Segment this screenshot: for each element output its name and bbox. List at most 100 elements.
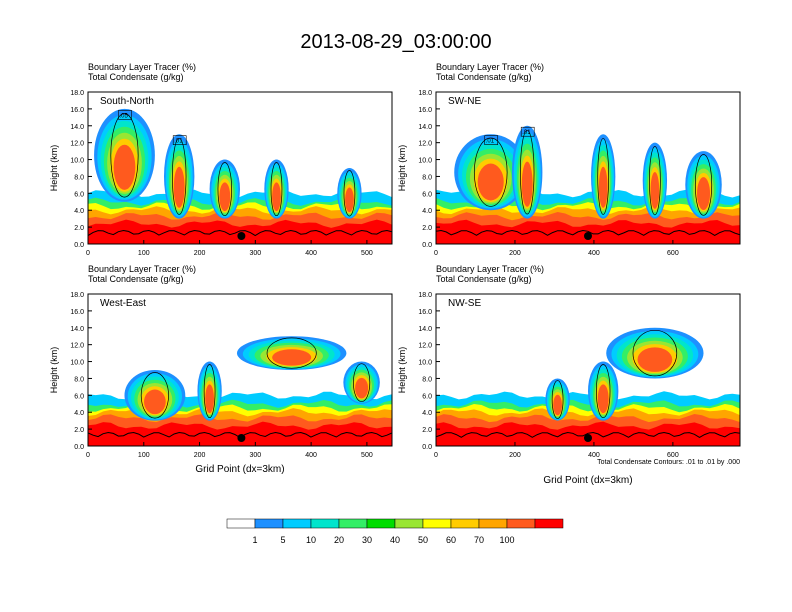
condensate-contour <box>597 138 610 215</box>
y-tick-label: 16.0 <box>418 309 432 316</box>
contour-label: .01 <box>522 130 531 136</box>
x-tick-label: 0 <box>86 250 90 257</box>
tracer-plume <box>697 177 711 210</box>
condensate-contour <box>172 138 187 215</box>
y-tick-label: 12.0 <box>418 141 432 148</box>
tracer-plume <box>272 349 312 366</box>
x-tick-label: 400 <box>305 452 317 459</box>
x-tick-label: 500 <box>361 250 373 257</box>
panel-nw-se: 0.0 2.0 4.0 6.0 8.0 10.0 12.0 14.0 16.0 18.0 0 200 4… <box>397 264 741 486</box>
y-tick-label: 4.0 <box>422 410 432 417</box>
condensate-contour <box>140 372 169 419</box>
tracer-plume <box>113 144 136 190</box>
x-tick-label: 300 <box>249 452 261 459</box>
x-axis-label: Grid Point (dx=3km) <box>195 464 284 475</box>
x-tick-label: 0 <box>434 452 438 459</box>
colorbar-label: 40 <box>390 535 400 545</box>
y-tick-label: 18.0 <box>70 90 84 97</box>
tracer-band <box>88 421 392 446</box>
y-tick-label: 2.0 <box>422 427 432 434</box>
x-tick-label: 200 <box>194 452 206 459</box>
plot-area <box>88 336 392 446</box>
y-tick-label: 12.0 <box>70 343 84 350</box>
y-tick-label: 14.0 <box>70 124 84 131</box>
panel-west-east: 0.0 2.0 4.0 6.0 8.0 10.0 12.0 14.0 16.0 18.0 0 100 2… <box>49 264 393 475</box>
terrain-line <box>88 229 392 237</box>
colorbar-label: 70 <box>474 535 484 545</box>
panel-title-tracer: Boundary Layer Tracer (%) <box>88 264 196 274</box>
tracer-plume <box>598 166 608 208</box>
contour-label-box <box>520 126 535 137</box>
colorbar: 1 5 10 20 30 40 50 60 70 100 <box>226 518 564 545</box>
y-tick-label: 4.0 <box>74 208 84 215</box>
tracer-plume <box>219 182 231 212</box>
panel-title-condensate: Total Condensate (g/kg) <box>436 274 532 284</box>
tracer-plume <box>650 171 660 209</box>
x-tick-label: 400 <box>305 250 317 257</box>
tracer-band <box>436 219 740 244</box>
y-tick-label: 10.0 <box>70 158 84 165</box>
tracer-plume <box>637 347 673 372</box>
terrain-line <box>436 431 740 438</box>
y-axis-label: Height (km) <box>397 347 407 394</box>
y-tick-label: 12.0 <box>418 343 432 350</box>
y-tick-label: 0.0 <box>74 242 84 249</box>
y-tick-label: 14.0 <box>418 124 432 131</box>
y-tick-label: 4.0 <box>422 208 432 215</box>
colorbar-swatch <box>310 518 340 529</box>
condensate-contour <box>343 170 356 217</box>
x-tick-label: 600 <box>667 250 679 257</box>
main-title: 2013-08-29_03:00:00 <box>300 31 492 53</box>
plot-frame <box>87 91 393 245</box>
condensate-contour <box>270 162 283 217</box>
colorbar-swatch <box>366 518 396 529</box>
x-tick-label: 300 <box>249 250 261 257</box>
plot-area <box>88 108 392 244</box>
tracer-plume <box>144 389 166 415</box>
condensate-contour <box>520 130 535 215</box>
tracer-plume <box>345 187 354 213</box>
condensate-contour <box>203 364 216 419</box>
x-tick-label: 0 <box>86 452 90 459</box>
y-tick-label: 4.0 <box>74 410 84 417</box>
y-tick-label: 2.0 <box>74 225 84 232</box>
x-tick-label: 500 <box>361 452 373 459</box>
condensate-contour <box>110 113 139 198</box>
x-tick-label: 400 <box>588 452 600 459</box>
condensate-contour <box>353 363 371 403</box>
condensate-contour <box>473 137 508 207</box>
y-tick-label: 0.0 <box>422 242 432 249</box>
x-tick-label: 600 <box>667 452 679 459</box>
contour-label: .05 <box>119 113 128 119</box>
y-tick-label: 8.0 <box>74 174 84 181</box>
y-tick-label: 2.0 <box>422 225 432 232</box>
y-tick-label: 0.0 <box>422 444 432 451</box>
y-tick-label: 8.0 <box>422 376 432 383</box>
plot-area <box>436 327 740 446</box>
y-tick-label: 8.0 <box>74 376 84 383</box>
condensate-contour <box>632 329 678 377</box>
plot-frame <box>87 293 393 447</box>
panel-sw-ne: .01 .01 0.0 2.0 4.0 6.0 8.0 10.0 12.0 14.0 16.0 18.… <box>397 62 741 257</box>
terrain-line <box>436 229 740 236</box>
panel-title-tracer: Boundary Layer Tracer (%) <box>436 264 544 274</box>
x-tick-label: 0 <box>434 250 438 257</box>
tracer-plume <box>477 163 504 201</box>
panel-direction-label: South-North <box>100 96 154 107</box>
y-tick-label: 16.0 <box>418 107 432 114</box>
panel-title-tracer: Boundary Layer Tracer (%) <box>436 62 544 72</box>
colorbar-label: 50 <box>418 535 428 545</box>
colorbar-swatch <box>478 518 508 529</box>
x-tick-label: 400 <box>588 250 600 257</box>
contour-note: Total Condensate Contours: .01 to .01 by… <box>597 459 740 466</box>
y-tick-label: 6.0 <box>74 393 84 400</box>
location-marker <box>237 434 246 442</box>
y-tick-label: 16.0 <box>70 107 84 114</box>
contour-label: .01 <box>174 139 183 145</box>
contour-label: .01 <box>486 139 495 145</box>
tracer-plume <box>553 394 562 416</box>
y-axis-label: Height (km) <box>397 145 407 192</box>
y-axis-label: Height (km) <box>49 145 59 192</box>
contour-label-box <box>172 135 187 145</box>
